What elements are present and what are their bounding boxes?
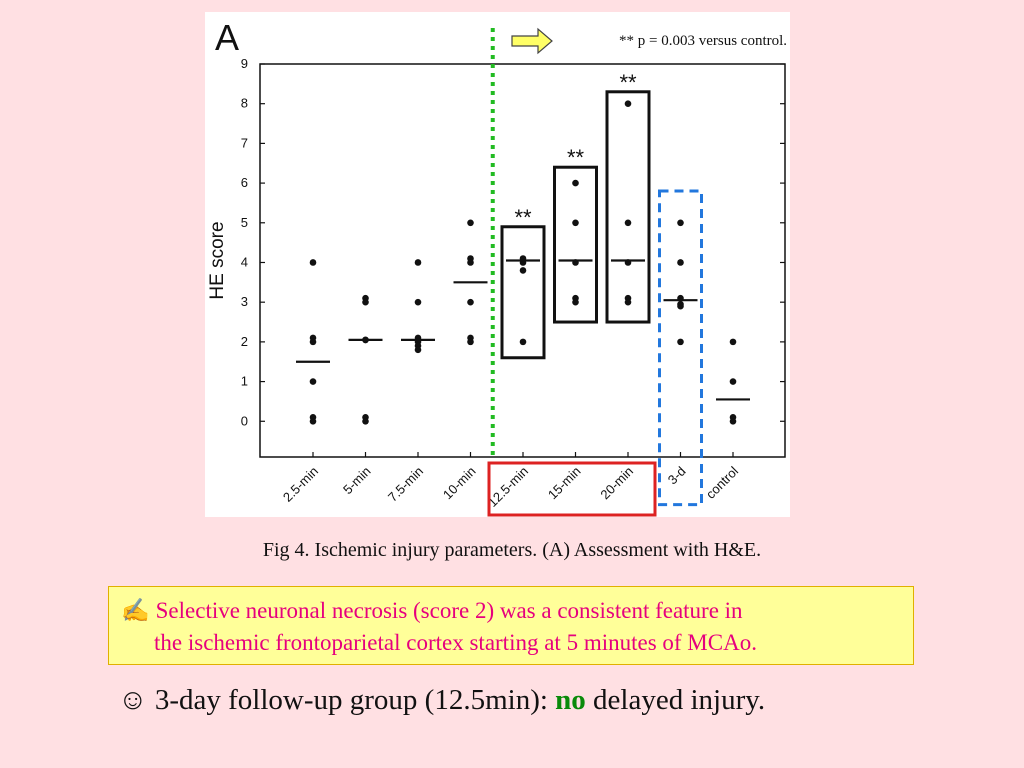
data-point bbox=[414, 298, 422, 306]
data-point bbox=[467, 219, 474, 227]
data-point bbox=[624, 298, 632, 306]
data-point bbox=[309, 378, 317, 385]
x-tick-label: 12.5-min bbox=[485, 464, 531, 510]
significance-box bbox=[553, 165, 598, 324]
data-point bbox=[467, 338, 474, 346]
right-arrow-icon bbox=[511, 27, 553, 55]
x-tick-label: 20-min bbox=[597, 464, 636, 503]
y-tick-label: 8 bbox=[241, 96, 248, 111]
p-value-annotation: ** p = 0.003 versus control. bbox=[619, 33, 787, 49]
data-point bbox=[677, 259, 684, 266]
data-point bbox=[309, 259, 317, 266]
y-tick-label: 9 bbox=[241, 56, 248, 71]
x-tick-label: 15-min bbox=[545, 464, 584, 503]
x-tick-label: control bbox=[703, 463, 741, 501]
note-line-1: ✍ Selective neuronal necrosis (score 2) w… bbox=[121, 595, 743, 627]
data-point bbox=[729, 417, 737, 425]
writing-hand-icon: ✍ bbox=[121, 598, 150, 623]
data-point bbox=[677, 338, 684, 346]
data-point bbox=[519, 338, 527, 346]
data-point bbox=[467, 259, 474, 266]
data-point bbox=[572, 179, 579, 187]
summary-text: 3-day follow-up group (12.5min): bbox=[154, 684, 556, 716]
data-point bbox=[362, 417, 369, 425]
figure-caption: Fig 4. Ischemic injury parameters. (A) A… bbox=[262, 539, 762, 561]
data-point bbox=[309, 338, 317, 346]
group-box bbox=[487, 461, 657, 517]
y-tick-label: 4 bbox=[241, 254, 248, 269]
x-tick-label: 7.5-min bbox=[385, 464, 426, 505]
significance-box bbox=[500, 225, 546, 360]
x-tick-label: 5-min bbox=[340, 464, 374, 498]
data-point bbox=[414, 259, 422, 266]
y-tick-label: 7 bbox=[241, 135, 248, 150]
x-tick-label: 3-d bbox=[665, 464, 689, 488]
y-tick-label: 5 bbox=[241, 215, 248, 230]
data-point bbox=[729, 378, 737, 385]
y-axis-label: HE score bbox=[207, 221, 228, 299]
he-score-chart: A 0 1 2 3 4 5 6 7 8 9 HE score 2.5-min 5-min 7.5-min 10… bbox=[207, 17, 787, 517]
data-point bbox=[414, 346, 422, 354]
significance-label: ** bbox=[514, 205, 532, 230]
note-text-1: Selective neuronal necrosis (score 2) wa… bbox=[155, 598, 743, 623]
panel-label: A bbox=[215, 17, 239, 58]
data-point bbox=[624, 100, 632, 107]
y-tick-label: 3 bbox=[241, 294, 248, 309]
data-point bbox=[467, 298, 474, 306]
data-point bbox=[677, 219, 684, 227]
smiley-icon: ☺ bbox=[118, 684, 148, 716]
data-point bbox=[309, 417, 317, 425]
y-tick-label: 0 bbox=[241, 413, 248, 428]
note-line-2: the ischemic frontoparietal cortex start… bbox=[154, 630, 757, 655]
y-tick-label: 6 bbox=[241, 175, 248, 190]
data-point bbox=[729, 338, 737, 346]
x-tick-label: 2.5-min bbox=[280, 464, 321, 505]
significance-box bbox=[605, 90, 651, 324]
summary-line: ☺ 3-day follow-up group (12.5min): no de… bbox=[118, 684, 765, 717]
data-point bbox=[677, 302, 684, 310]
y-tick-label: 2 bbox=[241, 334, 248, 349]
data-point bbox=[572, 219, 579, 227]
data-point bbox=[519, 267, 527, 274]
x-tick-label: 10-min bbox=[440, 464, 479, 503]
data-point bbox=[362, 298, 369, 306]
significance-label: ** bbox=[619, 70, 637, 95]
significance-label: ** bbox=[567, 145, 585, 170]
y-tick-label: 1 bbox=[241, 374, 248, 389]
summary-text-end: delayed injury. bbox=[585, 684, 766, 716]
follow-up-box bbox=[658, 189, 703, 507]
figure-panel: A 0 1 2 3 4 5 6 7 8 9 HE score 2.5-min 5-min 7.5-min 10… bbox=[205, 12, 790, 517]
note-box: ✍ Selective neuronal necrosis (score 2) w… bbox=[108, 586, 914, 665]
data-point bbox=[572, 298, 579, 306]
data-point bbox=[624, 219, 632, 227]
summary-highlight: no bbox=[555, 684, 586, 716]
